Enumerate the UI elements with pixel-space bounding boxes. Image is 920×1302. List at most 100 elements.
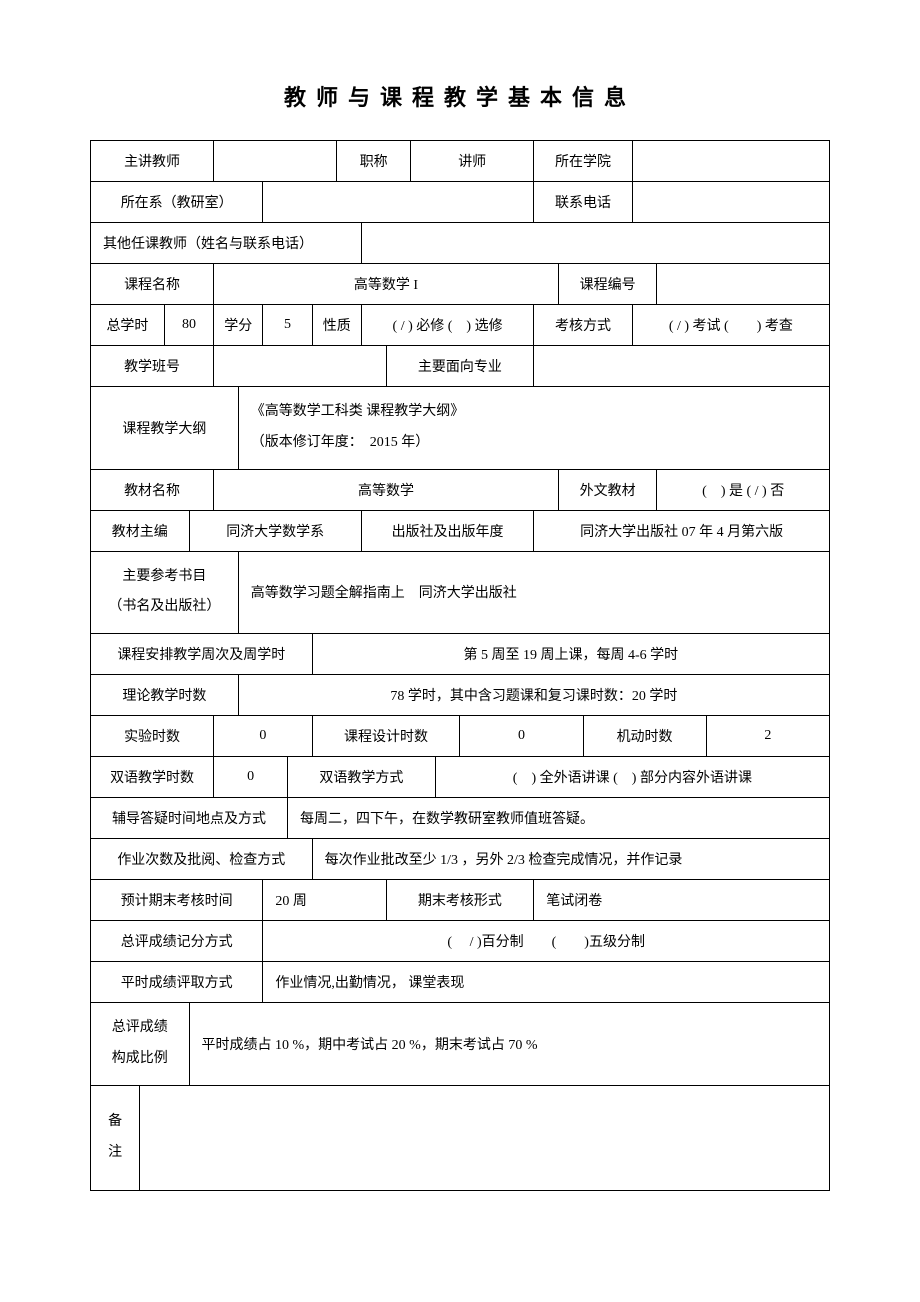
value-final-time: 20 周 [263,880,386,921]
label-final-form: 期末考核形式 [386,880,534,921]
value-design-hours: 0 [460,716,583,757]
value-phone [632,182,829,223]
value-lab-hours: 0 [214,716,313,757]
value-publisher: 同济大学出版社 07 年 4 月第六版 [534,510,830,551]
value-assess: ( / ) 考试 ( ) 考查 [632,305,829,346]
value-schedule: 第 5 周至 19 周上课，每周 4-6 学时 [312,634,829,675]
syllabus-line2: （版本修订年度： 2015 年） [251,428,821,459]
row-hours-credits: 总学时 80 学分 5 性质 ( / ) 必修 ( ) 选修 考核方式 ( / … [91,305,830,346]
label-publisher: 出版社及出版年度 [361,510,533,551]
value-composition: 平时成绩占 10 %，期中考试占 20 %，期末考试占 70 % [189,1003,830,1086]
value-grade-scale: ( / )百分制 ( )五级分制 [263,921,830,962]
label-major: 主要面向专业 [386,346,534,387]
row-theory-hours: 理论教学时数 78 学时，其中含习题课和复习课时数：20 学时 [91,675,830,716]
value-title-rank: 讲师 [411,141,534,182]
row-lab-hours: 实验时数 0 课程设计时数 0 机动时数 2 [91,716,830,757]
label-grade-scale: 总评成绩记分方式 [91,921,263,962]
label-phone: 联系电话 [534,182,633,223]
label-credits: 学分 [214,305,263,346]
value-major [534,346,830,387]
row-other-teachers: 其他任课教师（姓名与联系电话） [91,223,830,264]
row-remark: 备 注 [91,1085,830,1190]
value-teacher [214,141,337,182]
value-foreign: ( ) 是 ( / ) 否 [657,469,830,510]
value-bilingual-mode: ( ) 全外语讲课 ( ) 部分内容外语讲课 [435,757,829,798]
label-editor: 教材主编 [91,510,190,551]
value-theory-hours: 78 学时，其中含习题课和复习课时数：20 学时 [238,675,829,716]
value-college [632,141,829,182]
value-remark [140,1085,830,1190]
label-design-hours: 课程设计时数 [312,716,460,757]
remark-line1: 备 [99,1107,131,1138]
row-tutoring: 辅导答疑时间地点及方式 每周二，四下午，在数学教研室教师值班答疑。 [91,798,830,839]
value-flex-hours: 2 [706,716,829,757]
syllabus-line1: 《高等数学工科类 课程教学大纲》 [251,397,821,428]
label-nature: 性质 [312,305,361,346]
label-title-rank: 职称 [337,141,411,182]
row-composition: 总评成绩 构成比例 平时成绩占 10 %，期中考试占 20 %，期末考试占 70… [91,1003,830,1086]
label-college: 所在学院 [534,141,633,182]
value-final-form: 笔试闭卷 [534,880,830,921]
label-teacher: 主讲教师 [91,141,214,182]
label-theory-hours: 理论教学时数 [91,675,239,716]
row-textbook: 教材名称 高等数学 外文教材 ( ) 是 ( / ) 否 [91,469,830,510]
row-usual-grade: 平时成绩评取方式 作业情况,出勤情况， 课堂表现 [91,962,830,1003]
value-textbook: 高等数学 [214,469,559,510]
label-class-no: 教学班号 [91,346,214,387]
value-reference: 高等数学习题全解指南上 同济大学出版社 [238,551,829,634]
value-usual-grade: 作业情况,出勤情况， 课堂表现 [263,962,830,1003]
label-reference: 主要参考书目 （书名及出版社） [91,551,239,634]
value-course-code [657,264,830,305]
label-textbook: 教材名称 [91,469,214,510]
row-schedule: 课程安排教学周次及周学时 第 5 周至 19 周上课，每周 4-6 学时 [91,634,830,675]
value-syllabus: 《高等数学工科类 课程教学大纲》 （版本修订年度： 2015 年） [238,387,829,470]
value-tutoring: 每周二，四下午，在数学教研室教师值班答疑。 [288,798,830,839]
label-composition: 总评成绩 构成比例 [91,1003,190,1086]
row-teacher: 主讲教师 职称 讲师 所在学院 [91,141,830,182]
row-homework: 作业次数及批阅、检查方式 每次作业批改至少 1/3 ，另外 2/3 检查完成情况… [91,839,830,880]
label-bilingual-hours: 双语教学时数 [91,757,214,798]
label-syllabus: 课程教学大纲 [91,387,239,470]
label-flex-hours: 机动时数 [583,716,706,757]
value-credits: 5 [263,305,312,346]
label-remark: 备 注 [91,1085,140,1190]
row-final-time: 预计期末考核时间 20 周 期末考核形式 笔试闭卷 [91,880,830,921]
value-nature: ( / ) 必修 ( ) 选修 [361,305,533,346]
row-reference: 主要参考书目 （书名及出版社） 高等数学习题全解指南上 同济大学出版社 [91,551,830,634]
comp-line1: 总评成绩 [99,1013,181,1044]
comp-line2: 构成比例 [99,1044,181,1075]
value-class-no [214,346,386,387]
label-lab-hours: 实验时数 [91,716,214,757]
label-course-name: 课程名称 [91,264,214,305]
value-editor: 同济大学数学系 [189,510,361,551]
value-homework: 每次作业批改至少 1/3 ，另外 2/3 检查完成情况，并作记录 [312,839,829,880]
info-table: 主讲教师 职称 讲师 所在学院 所在系（教研室） 联系电话 其他任课教师（姓名与… [90,140,830,1191]
value-other-teachers [361,223,829,264]
label-usual-grade: 平时成绩评取方式 [91,962,263,1003]
label-total-hours: 总学时 [91,305,165,346]
label-course-code: 课程编号 [558,264,657,305]
value-dept [263,182,534,223]
ref-line1: 主要参考书目 [99,562,230,593]
value-total-hours: 80 [164,305,213,346]
label-other-teachers: 其他任课教师（姓名与联系电话） [91,223,362,264]
row-course-name: 课程名称 高等数学 I 课程编号 [91,264,830,305]
row-syllabus: 课程教学大纲 《高等数学工科类 课程教学大纲》 （版本修订年度： 2015 年） [91,387,830,470]
row-grade-scale: 总评成绩记分方式 ( / )百分制 ( )五级分制 [91,921,830,962]
label-final-time: 预计期末考核时间 [91,880,263,921]
row-class-no: 教学班号 主要面向专业 [91,346,830,387]
label-schedule: 课程安排教学周次及周学时 [91,634,313,675]
remark-line2: 注 [99,1138,131,1169]
label-tutoring: 辅导答疑时间地点及方式 [91,798,288,839]
row-editor: 教材主编 同济大学数学系 出版社及出版年度 同济大学出版社 07 年 4 月第六… [91,510,830,551]
label-homework: 作业次数及批阅、检查方式 [91,839,313,880]
label-dept: 所在系（教研室） [91,182,263,223]
row-bilingual: 双语教学时数 0 双语教学方式 ( ) 全外语讲课 ( ) 部分内容外语讲课 [91,757,830,798]
ref-line2: （书名及出版社） [99,592,230,623]
value-bilingual-hours: 0 [214,757,288,798]
page-title: 教师与课程教学基本信息 [90,80,830,112]
value-course-name: 高等数学 I [214,264,559,305]
label-assess: 考核方式 [534,305,633,346]
label-foreign: 外文教材 [558,469,657,510]
label-bilingual-mode: 双语教学方式 [288,757,436,798]
